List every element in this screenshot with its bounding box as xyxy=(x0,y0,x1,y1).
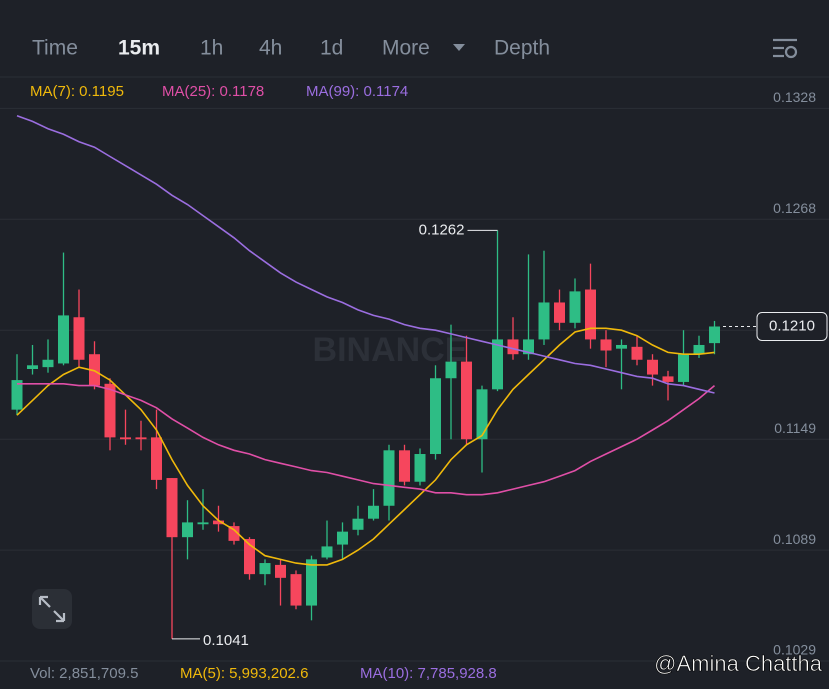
candle-body xyxy=(228,526,240,541)
candle-body xyxy=(414,454,426,482)
tab[interactable]: Depth xyxy=(494,37,550,60)
legend-entry: MA(25): 0.1178 xyxy=(162,83,264,100)
candle-body xyxy=(104,383,116,438)
candle-body xyxy=(538,302,550,340)
volume-label: MA(5): 5,993,202.6 xyxy=(180,665,308,682)
volume-label: Vol: 2,851,709.5 xyxy=(30,665,138,682)
tab[interactable]: 4h xyxy=(259,37,282,60)
ma-line xyxy=(17,383,716,496)
candle-body xyxy=(27,365,38,369)
candle-body xyxy=(445,361,457,379)
candle-body xyxy=(616,344,627,349)
dropdown-arrow[interactable] xyxy=(453,44,465,51)
candle-body xyxy=(89,354,100,386)
max-label: 0.1262 xyxy=(419,221,465,238)
candle-body xyxy=(213,520,224,525)
candle-body xyxy=(383,450,395,506)
watermark-logo: BINANCE xyxy=(313,331,468,369)
tab[interactable]: More xyxy=(382,37,430,60)
candle-body xyxy=(58,315,69,364)
y-tick-label: 0.1029 xyxy=(773,642,816,658)
candle-body xyxy=(368,505,379,519)
expand-button[interactable] xyxy=(32,589,72,629)
y-tick-label: 0.1328 xyxy=(773,89,816,105)
last-price-box xyxy=(756,311,828,341)
candle-body xyxy=(507,339,519,355)
volume-label: MA(10): 7,785,928.8 xyxy=(360,665,497,682)
candle-body xyxy=(244,539,255,575)
candle-body xyxy=(321,546,333,558)
tab[interactable]: 1d xyxy=(320,37,343,60)
candle-body xyxy=(275,564,286,578)
legend-entry: MA(7): 0.1195 xyxy=(30,83,124,100)
candle-body xyxy=(647,359,658,375)
y-tick-label: 0.1268 xyxy=(773,200,816,216)
candle-body xyxy=(709,326,720,344)
candle-body xyxy=(430,378,441,455)
candle-body xyxy=(600,339,612,351)
candle-body xyxy=(166,478,178,538)
candle-body xyxy=(151,437,162,480)
plot: 0.10290.10890.11490.12080.12680.13280.12… xyxy=(0,89,829,662)
candle-body xyxy=(585,289,596,340)
y-tick-label: 0.1089 xyxy=(773,531,816,547)
candle-body xyxy=(182,522,193,538)
tab[interactable]: 1h xyxy=(200,37,223,60)
candle-body xyxy=(554,302,565,323)
tab[interactable]: Time xyxy=(32,37,78,60)
legend-entry: MA(99): 0.1174 xyxy=(306,83,408,100)
candle-body xyxy=(306,559,317,606)
candle-body xyxy=(337,531,348,545)
candle-body xyxy=(492,339,503,390)
ma-line xyxy=(16,327,715,566)
candle-body xyxy=(11,380,23,410)
candle-body xyxy=(135,437,147,440)
candle-body xyxy=(693,344,705,355)
min-label: 0.1041 xyxy=(203,632,249,649)
ma-line xyxy=(16,115,715,394)
candle-body xyxy=(476,389,488,440)
candle-body xyxy=(120,437,131,440)
candle-body xyxy=(399,450,410,482)
candle-body xyxy=(678,354,689,382)
y-tick-label: 0.1149 xyxy=(774,420,816,436)
tab[interactable]: 15m xyxy=(118,37,160,60)
settings-icon[interactable] xyxy=(773,38,798,59)
candle-body xyxy=(631,346,643,360)
candle-body xyxy=(523,339,534,355)
candle-body xyxy=(73,317,85,360)
candle-body xyxy=(461,361,472,440)
candle-body xyxy=(662,376,674,382)
candle-body xyxy=(352,518,364,530)
last-price-label: 0.1210 xyxy=(769,317,815,334)
candle-body xyxy=(290,574,302,606)
candle-body xyxy=(42,359,54,368)
candle-body xyxy=(569,291,581,323)
candle-body xyxy=(259,563,271,575)
candle-body xyxy=(197,522,209,525)
credit: @Amina Chattha xyxy=(654,651,823,676)
